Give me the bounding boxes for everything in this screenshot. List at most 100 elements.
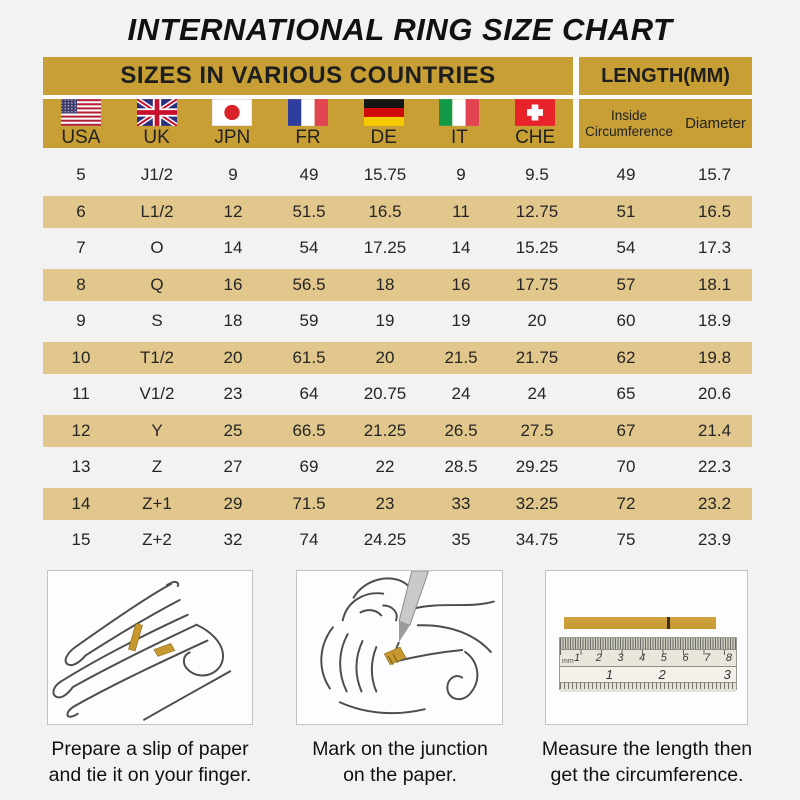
table-cell: 57 [575,266,677,303]
table-cell: L1/2 [119,193,195,230]
table-cell: 25 [195,412,271,449]
table-cell: O [150,238,164,258]
it-flag-icon [439,99,480,126]
country-label: USA [61,127,101,148]
instruction-caption-1: Prepare a slip of paper and tie it on you… [48,738,252,786]
table-cell: 5 [76,165,86,185]
table-header-left: SIZES IN VARIOUS COUNTRIES [43,57,573,95]
table-cell: 24.25 [363,530,407,550]
ruler-number: 7 [704,652,711,664]
table-cell: 21.25 [347,412,423,449]
table-cell: 8 [43,266,119,303]
country-label: UK [143,127,170,148]
table-cell: 20 [347,339,423,376]
table-cell: 51.5 [271,193,347,230]
table-cell: 60 [616,311,636,331]
ruler-number: 6 [682,652,689,664]
jpn-flag-icon [212,99,253,126]
ruler-number: 5 [660,652,667,664]
table-cell: 17.75 [499,266,575,303]
country-column-de: DE [346,99,422,149]
table-cell: 12 [43,412,119,449]
country-label: CHE [515,127,556,148]
ruler-inch-number: 3 [723,667,731,682]
ruler-hatch-bottom [560,682,736,692]
table-cell: 29.25 [515,457,559,477]
ruler-number: 8 [725,652,732,664]
page-title: INTERNATIONAL RING SIZE CHART [127,12,673,47]
table-cell: 9 [456,165,466,185]
ruler-inch-number: 1 [605,667,613,682]
table-cell: 17.3 [697,238,732,258]
table-cell: 20.6 [697,384,732,404]
table-cell: 29 [195,485,271,522]
table-cell: 20 [195,339,271,376]
table-cell: 16.5 [677,193,752,230]
usa-flag-icon [60,99,101,126]
table-cell: 20 [527,311,547,331]
uk-flag-icon [136,99,177,126]
table-cell: 33 [423,485,499,522]
ruler-unit-label: mm [562,658,574,665]
table-cell: 75 [616,530,636,550]
table-cell: 9 [228,165,238,185]
ruler-inch-number: 2 [658,667,666,682]
table-cell: 72 [575,485,677,522]
length-subheader: Inside Circumference [585,107,673,139]
table-cell: 54 [616,238,636,258]
ruler-number: 2 [595,652,602,664]
table-cell: 69 [299,457,319,477]
table-cell: 19.8 [677,339,752,376]
table-cell: 56.5 [271,266,347,303]
hand-marking-pen-illustration [320,571,495,715]
table-cell: 24 [527,384,547,404]
table-cell: 15.75 [363,165,407,185]
length-subheaders: Inside Circumference Diameter [579,99,752,148]
ruler-hatch-top [560,638,736,650]
table-cell: 23.2 [677,485,752,522]
table-cell: V1/2 [139,384,175,404]
table-cell: 62 [575,339,677,376]
table-cell: 7 [76,238,86,258]
table-cell: 23.9 [697,530,732,550]
table-cell: 18.9 [697,311,732,331]
table-cell: 16 [195,266,271,303]
length-header-label: LENGTH(MM) [601,64,730,87]
country-label: IT [450,127,468,148]
table-cell: 35 [451,530,471,550]
country-column-che: CHE [497,99,573,149]
table-cell: 19 [451,311,471,331]
country-column-jpn: JPN [194,99,270,149]
table-cell: 18.1 [677,266,752,303]
ruler-number: 4 [639,652,646,664]
table-cell: S [151,311,163,331]
table-cell: 16 [423,266,499,303]
table-cell: 18 [223,311,243,331]
table-cell: 16.5 [347,193,423,230]
table-cell: 74 [299,530,319,550]
table-cell: Y [119,412,195,449]
table-cell: 49 [299,165,319,185]
table-cell: 49 [616,165,636,185]
table-cell: 64 [299,384,319,404]
pen-icon [395,571,430,650]
country-label: JPN [214,127,251,148]
country-column-it: IT [422,99,498,149]
strip-mark [667,617,670,629]
table-cell: 27 [223,457,243,477]
table-cell: 32.25 [499,485,575,522]
table-cell: 23 [223,384,243,404]
country-column-fr: FR [270,99,346,149]
table-cell: 9.5 [525,165,549,185]
paper-strip-graphic [564,617,716,629]
table-cell: 65 [616,384,636,404]
table-cell: 22.3 [697,457,732,477]
table-cell: T1/2 [119,339,195,376]
ruler-mm-numbers: 1 2 3 4 5 6 7 8 [574,652,732,664]
table-cell: 22 [375,457,395,477]
table-cell: 14 [43,485,119,522]
country-flags-row: USA UK JPN FR DE IT CHE [43,99,573,148]
